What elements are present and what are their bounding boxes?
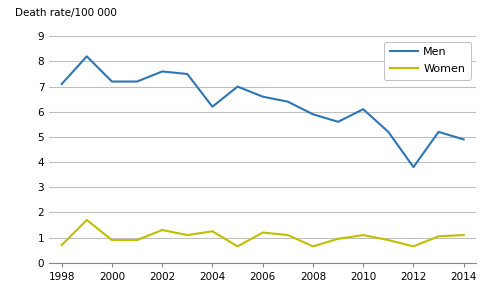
Text: Death rate/100 000: Death rate/100 000 <box>15 8 117 18</box>
Women <box>109 238 115 242</box>
Men <box>109 80 115 83</box>
Men <box>134 80 140 83</box>
Women <box>461 233 466 237</box>
Men <box>59 82 65 86</box>
Line: Men: Men <box>62 56 464 167</box>
Women <box>260 231 266 234</box>
Men <box>84 55 90 58</box>
Men <box>285 100 291 104</box>
Women <box>285 233 291 237</box>
Men <box>360 108 366 111</box>
Women <box>410 245 416 248</box>
Women <box>184 233 190 237</box>
Women <box>385 238 391 242</box>
Women <box>210 230 216 233</box>
Men <box>410 165 416 169</box>
Women <box>134 238 140 242</box>
Women <box>84 218 90 222</box>
Men <box>184 72 190 76</box>
Women <box>360 233 366 237</box>
Men <box>335 120 341 124</box>
Women <box>159 228 165 232</box>
Women <box>310 245 316 248</box>
Women <box>436 234 441 238</box>
Men <box>310 112 316 116</box>
Women <box>235 245 241 248</box>
Men <box>385 130 391 134</box>
Men <box>436 130 441 134</box>
Men <box>260 95 266 98</box>
Men <box>210 105 216 108</box>
Men <box>235 85 241 88</box>
Men <box>159 70 165 73</box>
Women <box>59 243 65 247</box>
Men <box>461 138 466 141</box>
Line: Women: Women <box>62 220 464 246</box>
Women <box>335 237 341 241</box>
Legend: Men, Women: Men, Women <box>384 42 471 79</box>
